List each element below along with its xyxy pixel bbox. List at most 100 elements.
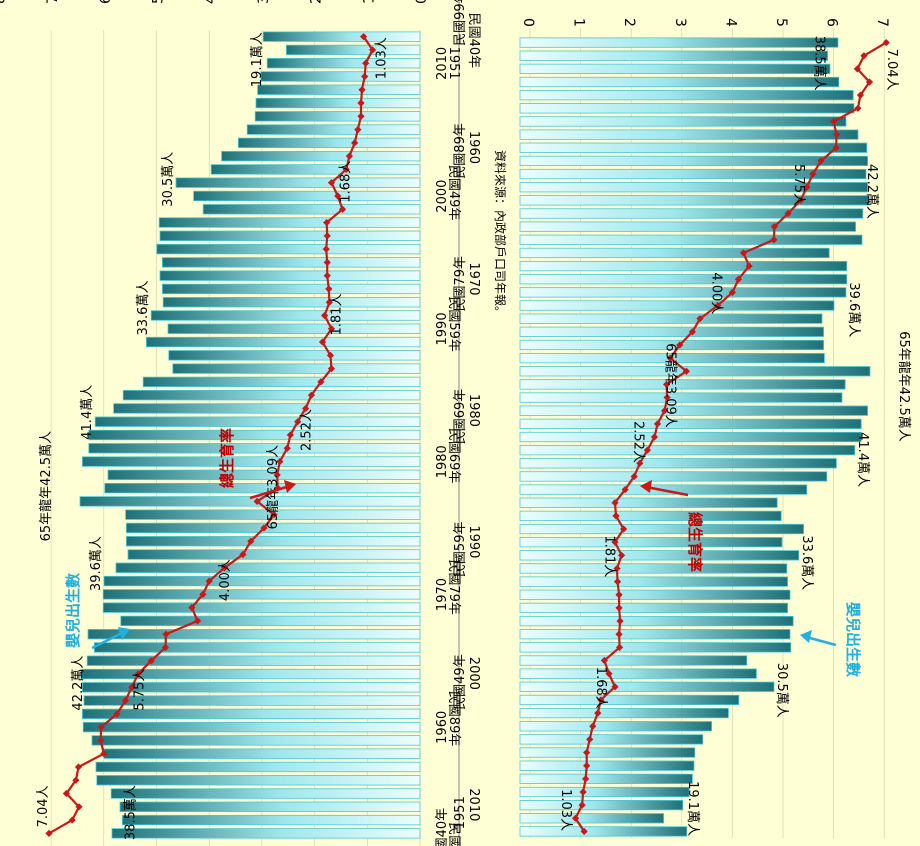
left-year-label: 民國49年 [453,654,468,710]
right-tfr-point [660,407,669,415]
left-birth-bar [88,429,421,441]
left-tfr-point [188,604,196,612]
right-tfr-point [666,354,674,362]
right-birth-bar [519,642,792,653]
right-birth-bar [519,458,837,469]
left-tfr-point [147,657,155,665]
right-tfr-point [617,551,626,559]
right-annotation: 19.1萬人 [685,781,700,836]
source-note: 資料來源：內政部戶口司年報。 [493,150,508,318]
left-tfr-point [294,418,302,426]
right-tfr-point [770,223,778,231]
left-births-legend: 嬰兒出生數 [64,573,82,648]
left-annotation: 7.04人 [36,785,51,827]
right-birth-bar [519,168,867,180]
left-birth-bar [202,204,421,215]
right-tfr-point [856,91,865,99]
left-axis-tick: 8 [0,0,8,4]
left-birth-bar [88,443,421,454]
right-birth-bar [519,813,665,824]
right-birth-bar [519,576,789,587]
left-tfr-point [323,232,331,240]
right-tfr-point [739,249,748,257]
right-tfr-arrowhead [640,480,652,493]
left-tfr-point [322,245,330,253]
left-tfr-point [361,72,369,81]
right-birth-bar [519,182,869,193]
left-year-labels: 民國40年 19511960民國49年1970民國59年1980民國69年1990… [435,0,468,846]
left-birth-bar [221,150,421,162]
right-birth-bar [519,366,871,377]
right-birth-bar [519,247,830,259]
right-birth-bar [519,379,846,390]
left-tfr-point [327,179,336,187]
right-tfr-point [620,525,628,533]
right-birth-bar [519,63,831,75]
left-tfr-point [357,112,365,120]
left-births-arrowhead [118,627,130,640]
right-annotation: 1.81人 [602,535,617,577]
right-axis-tick: 5 [773,18,789,27]
right-birth-bar [519,76,840,88]
right-tfr-point [594,709,602,717]
left-tfr-point [121,696,130,705]
right-tfr-point [613,564,621,573]
left-tfr-point [220,564,229,572]
right-tfr-point [597,696,605,704]
right-tfr-legend: 總生育率 [686,512,704,572]
right-tfr-point [583,748,591,757]
right-tfr-point [860,52,868,60]
left-birth-bar [254,111,421,122]
left-birth-bar [82,721,421,733]
left-year-label: 2010 [435,47,450,80]
left-tfr-point [273,471,281,479]
left-tfr-point [354,125,362,134]
left-annotation: 4.00人 [218,559,233,601]
left-annotation: 1.03人 [375,37,390,79]
right-birth-bar [519,234,863,245]
right-tfr-point [616,617,624,625]
left-axis-tick: 5 [151,0,167,4]
left-tfr-point [276,457,284,466]
right-birth-bar [519,392,843,403]
right-tfr-point [582,775,590,783]
left-tfr-point [72,776,80,784]
left-birth-bar [159,230,421,241]
left-birth-bar [193,190,421,202]
left-tfr-point [283,444,291,452]
left-births-arrow [91,630,125,650]
right-tfr-point [830,117,838,126]
left-tfr-point [358,86,366,94]
right-births-arrow [805,635,837,647]
right-birth-bar [519,260,848,272]
right-birth-bar [519,405,869,416]
left-tfr-point [357,99,365,107]
left-birth-bar [120,615,421,627]
left-axis-tick: 6 [98,0,114,4]
left-tfr-arrow [249,484,291,500]
left-tfr-point [323,258,331,266]
left-birth-bar [158,217,421,228]
right-birth-bar [519,537,783,548]
right-birth-bar [519,497,778,508]
left-tfr-arrowhead [284,480,296,493]
left-tfr-point [360,33,368,41]
left-birth-bar [159,270,421,281]
left-birth-bar [126,536,421,547]
left-tfr-point [362,59,370,67]
right-tfr-point [613,578,622,586]
right-year-label: 1951 [446,47,461,80]
left-tfr-point [100,750,108,758]
left-tfr-point [286,431,294,439]
left-birth-bar [87,629,421,640]
right-annotation: 38.5萬人 [812,36,827,91]
left-annotation: 41.4萬人 [80,385,95,440]
left-panel: 012345678 民國40年19511960民國49年1970民國59年198… [0,0,468,846]
right-tfr-point [615,604,623,612]
left-annotation: 2.52人 [299,409,314,451]
right-tfr-point [636,459,644,467]
right-tfr-point [589,722,597,730]
left-annotation: 1.68人 [338,161,353,203]
left-tfr-point [327,325,336,333]
right-tfr-point [676,341,684,349]
